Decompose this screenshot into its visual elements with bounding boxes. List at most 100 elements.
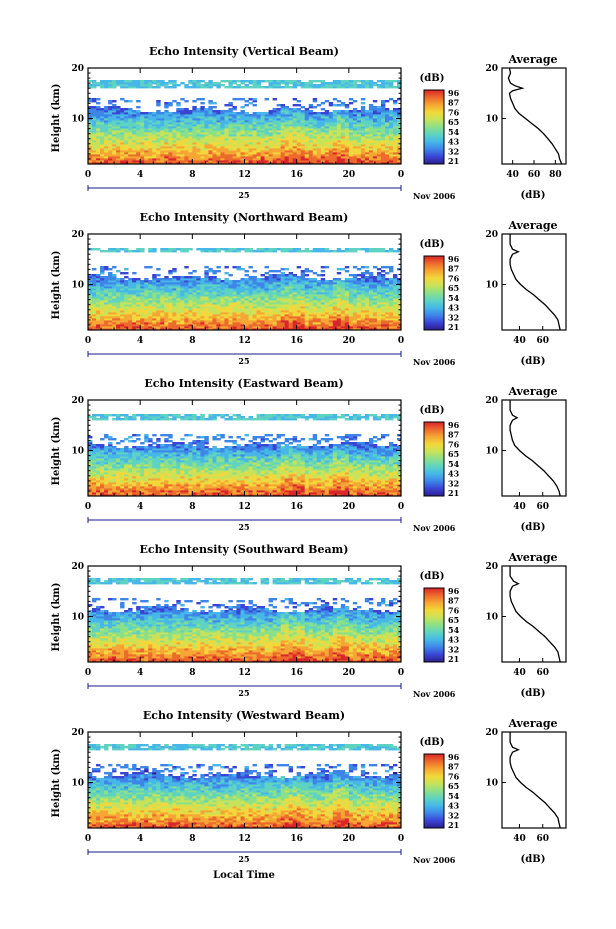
heatmap-cell <box>292 318 298 321</box>
heatmap-cell <box>120 124 125 127</box>
heatmap-cell <box>392 290 398 293</box>
heatmap-cell <box>380 160 386 163</box>
heatmap-cell <box>360 82 366 85</box>
heatmap-cell <box>264 300 269 303</box>
heatmap-cell <box>356 290 362 293</box>
heatmap-cell <box>252 104 257 107</box>
heatmap-cell <box>356 292 362 295</box>
heatmap-cell <box>312 278 318 281</box>
heatmap-cell <box>296 276 302 279</box>
heatmap-cell <box>216 84 221 87</box>
heatmap-cell <box>172 306 177 309</box>
heatmap-cell <box>300 304 306 307</box>
heatmap-cell <box>100 158 105 161</box>
heatmap-cell <box>136 284 141 287</box>
heatmap-cell <box>260 306 265 309</box>
heatmap-cell <box>208 328 213 331</box>
heatmap-cell <box>296 140 302 143</box>
heatmap-cell <box>392 146 398 149</box>
heatmap-cell <box>376 138 382 141</box>
heatmap-cell <box>128 326 133 329</box>
heatmap-cell <box>216 152 221 155</box>
y-tick-label: 10 <box>71 115 84 125</box>
heatmap-cell <box>372 286 378 289</box>
heatmap-cell <box>116 110 121 113</box>
heatmap-cell <box>128 116 133 119</box>
heatmap-cell <box>252 134 257 137</box>
heatmap-cell <box>204 328 209 331</box>
heatmap-cell <box>104 144 109 147</box>
heatmap-cell <box>192 118 197 121</box>
heatmap-cell <box>196 312 201 315</box>
heatmap-cell <box>364 272 370 275</box>
heatmap-cell <box>156 116 161 119</box>
heatmap-cell <box>384 326 390 329</box>
heatmap-cell <box>180 128 185 131</box>
heatmap-cell <box>340 128 346 131</box>
heatmap-cell <box>304 134 310 137</box>
heatmap-cell <box>132 138 137 141</box>
heatmap-cell <box>256 128 261 131</box>
heatmap-cell <box>344 86 350 89</box>
heatmap-cell <box>140 122 145 125</box>
heatmap-cell <box>104 278 109 281</box>
heatmap-cell <box>160 296 165 299</box>
heatmap-cell <box>316 302 322 305</box>
heatmap-cell <box>200 102 205 105</box>
heatmap-cell <box>372 280 378 283</box>
heatmap-cell <box>376 302 382 305</box>
heatmap-cell <box>268 158 273 161</box>
heatmap-cell <box>260 326 265 329</box>
heatmap-cell <box>264 290 269 293</box>
heatmap-cell <box>328 114 334 117</box>
heatmap-cell <box>396 154 402 157</box>
heatmap-cell <box>380 118 386 121</box>
heatmap-cell <box>320 282 326 285</box>
heatmap-cell <box>368 278 374 281</box>
heatmap-cell <box>212 148 217 151</box>
heatmap-cell <box>328 112 334 115</box>
heatmap-cell <box>200 298 205 301</box>
heatmap-cell <box>204 266 209 269</box>
heatmap-cell <box>244 136 249 139</box>
heatmap-cell <box>280 136 286 139</box>
heatmap-cell <box>136 320 141 323</box>
heatmap-cell <box>104 132 109 135</box>
heatmap-cell <box>152 138 157 141</box>
heatmap-cell <box>352 108 358 111</box>
heatmap-cell <box>160 290 165 293</box>
heatmap-cell <box>116 320 121 323</box>
heatmap-cell <box>308 318 314 321</box>
heatmap-cell <box>388 80 394 83</box>
heatmap-cell <box>360 102 366 105</box>
heatmap-cell <box>236 284 241 287</box>
heatmap-cell <box>240 106 245 109</box>
heatmap-cell <box>236 294 241 297</box>
heatmap-cell <box>124 286 129 289</box>
heatmap-cell <box>264 144 269 147</box>
heatmap-cell <box>196 306 201 309</box>
heatmap-cell <box>364 300 370 303</box>
heatmap-cell <box>208 306 213 309</box>
heatmap-cell <box>192 108 197 111</box>
heatmap-cell <box>176 132 181 135</box>
heatmap-cell <box>192 322 197 325</box>
heatmap-cell <box>360 124 366 127</box>
heatmap-cell <box>112 294 117 297</box>
heatmap-cell <box>104 156 109 159</box>
heatmap-cell <box>116 326 121 329</box>
heatmap-cell <box>384 138 390 141</box>
heatmap-cell <box>204 126 209 129</box>
heatmap-cell <box>228 290 233 293</box>
heatmap-cell <box>348 130 354 133</box>
heatmap-cell <box>224 284 229 287</box>
heatmap-cell <box>216 156 221 159</box>
heatmap-cell <box>316 126 322 129</box>
heatmap-cell <box>228 126 233 129</box>
heatmap-cell <box>340 134 346 137</box>
heatmap-cell <box>140 156 145 159</box>
heatmap-cell <box>120 86 125 89</box>
heatmap-cell <box>112 156 117 159</box>
heatmap-cell <box>192 298 197 301</box>
heatmap-cell <box>396 124 402 127</box>
